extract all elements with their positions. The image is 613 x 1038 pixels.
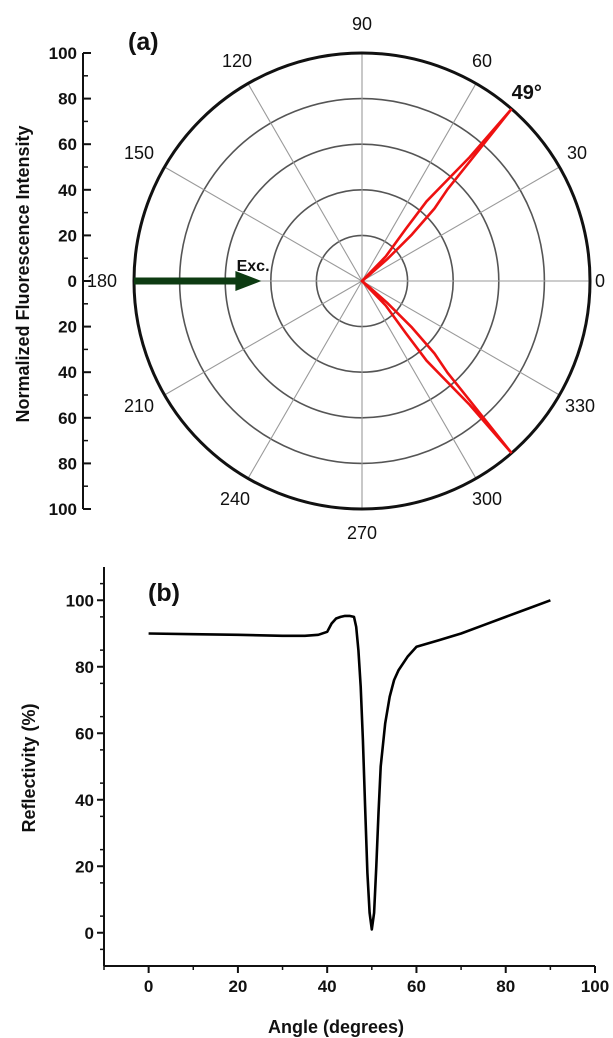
polar-annotations: Exc. 49° xyxy=(134,82,542,291)
excitation-label: Exc. xyxy=(237,258,270,275)
radial-tick-label: 40 xyxy=(58,181,77,200)
radial-tick-label: 20 xyxy=(58,226,77,245)
angle-tick-label-180: 180 xyxy=(87,271,117,291)
x-tick-label-b: 0 xyxy=(144,977,153,996)
grid-spoke-150 xyxy=(164,166,363,282)
grid-spoke-60 xyxy=(361,83,477,282)
angle-tick-label-120: 120 xyxy=(222,51,252,71)
angle-tick-label-240: 240 xyxy=(220,489,250,509)
grid-spoke-300 xyxy=(361,280,477,479)
x-tick-label-b: 40 xyxy=(318,977,337,996)
angle-tick-label-150: 150 xyxy=(124,143,154,163)
polar-series xyxy=(360,108,513,454)
reflectivity-curve xyxy=(148,599,551,931)
emission-lobe-2 xyxy=(360,279,513,454)
y-axis-title-a: Normalized Fluorescence Intensity xyxy=(13,125,33,422)
grid-spoke-330 xyxy=(361,280,560,396)
radial-tick-label: 40 xyxy=(58,363,77,382)
x-tick-label-b: 20 xyxy=(228,977,247,996)
radial-tick-label: 80 xyxy=(58,454,77,473)
radial-tick-label: 60 xyxy=(58,409,77,428)
radial-tick-label: 100 xyxy=(49,44,77,63)
panel-label-b: (b) xyxy=(148,579,180,607)
grid-spoke-120 xyxy=(247,83,363,282)
panel-label-a: (a) xyxy=(128,28,159,56)
angle-tick-label-330: 330 xyxy=(565,396,595,416)
radial-tick-label: 100 xyxy=(49,500,77,519)
angle-tick-label-0: 0 xyxy=(595,271,605,291)
y-tick-label-b: 0 xyxy=(85,924,94,943)
x-tick-label-b: 100 xyxy=(581,977,609,996)
grid-spoke-240 xyxy=(247,280,363,479)
y-tick-label-b: 40 xyxy=(75,791,94,810)
radial-tick-label: 80 xyxy=(58,90,77,109)
x-tick-label-b: 80 xyxy=(496,977,515,996)
angle-tick-label-60: 60 xyxy=(472,51,492,71)
peak-angle-label: 49° xyxy=(512,82,542,104)
angle-tick-labels: 0 30 60 90 120 150 180 210 240 270 300 330 xyxy=(87,14,605,543)
polar-chart-panel: 100 80 60 40 20 0 20 40 60 80 100 0 30 60 90 120 150 180… xyxy=(13,14,605,543)
y-axis-title-b: Reflectivity (%) xyxy=(19,703,39,832)
y-tick-label-b: 20 xyxy=(75,857,94,876)
x-tick-label-b: 60 xyxy=(407,977,426,996)
excitation-arrow-head xyxy=(235,271,262,291)
angle-tick-label-90: 90 xyxy=(352,14,372,34)
axes-b: 0 20 40 60 80 100 0 20 40 60 80 100 xyxy=(66,567,609,996)
y-tick-label-b: 60 xyxy=(75,724,94,743)
angle-tick-label-30: 30 xyxy=(567,143,587,163)
angle-tick-label-210: 210 xyxy=(124,396,154,416)
line-chart-panel: 0 20 40 60 80 100 0 20 40 60 80 100 (b) Angle (degr… xyxy=(19,567,609,1037)
y-tick-label-b: 100 xyxy=(66,591,94,610)
angle-tick-label-300: 300 xyxy=(472,489,502,509)
radial-tick-label: 0 xyxy=(68,272,77,291)
radial-axis: 100 80 60 40 20 0 20 40 60 80 100 xyxy=(49,44,91,519)
grid-spoke-210 xyxy=(164,280,363,396)
grid-spoke-30 xyxy=(361,166,560,282)
y-tick-label-b: 80 xyxy=(75,658,94,677)
line-series xyxy=(148,599,551,931)
x-axis-title-b: Angle (degrees) xyxy=(268,1017,404,1037)
radial-tick-label: 60 xyxy=(58,135,77,154)
radial-tick-label: 20 xyxy=(58,318,77,337)
angle-tick-label-270: 270 xyxy=(347,523,377,543)
emission-lobe-1 xyxy=(360,108,513,283)
